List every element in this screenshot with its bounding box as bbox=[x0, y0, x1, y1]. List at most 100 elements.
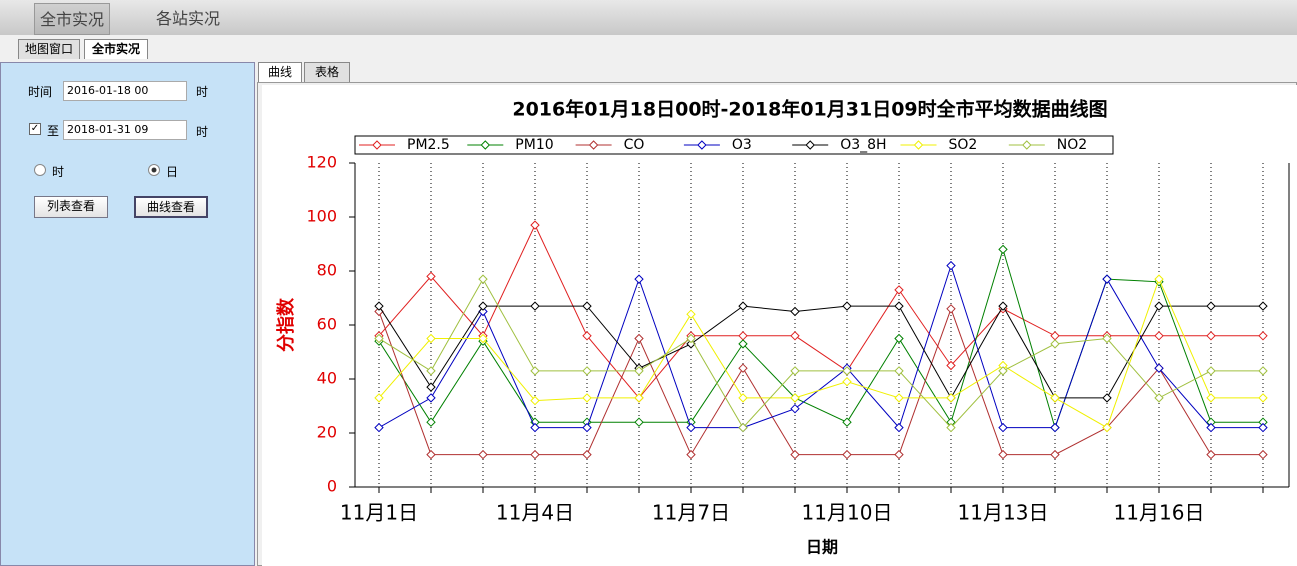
point-marker bbox=[1050, 331, 1060, 341]
x-tick-label: 11月7日 bbox=[652, 501, 730, 525]
label: 日 bbox=[166, 165, 179, 179]
series-line bbox=[378, 278, 1263, 429]
legend-label: PM10 bbox=[515, 137, 553, 153]
point-marker bbox=[530, 301, 540, 311]
point-marker bbox=[1102, 274, 1112, 284]
point-marker bbox=[1154, 301, 1164, 311]
point-marker bbox=[1258, 422, 1268, 433]
point-marker bbox=[426, 382, 436, 392]
series-line bbox=[378, 305, 1263, 399]
point-marker bbox=[738, 339, 748, 349]
series-line bbox=[378, 223, 1263, 399]
label: 时 bbox=[196, 125, 209, 139]
point-marker bbox=[894, 449, 904, 460]
point-marker bbox=[1154, 331, 1164, 341]
point-marker bbox=[1050, 393, 1060, 403]
point-marker bbox=[582, 331, 592, 341]
point-marker bbox=[426, 333, 436, 344]
point-marker bbox=[686, 333, 696, 344]
legend-marker bbox=[697, 140, 707, 150]
sub-tab[interactable]: 全市实况 bbox=[84, 39, 148, 59]
point-marker bbox=[738, 331, 748, 341]
point-marker bbox=[582, 301, 592, 311]
point-marker bbox=[842, 449, 852, 460]
chart-title: 2016年01月18日00时-2018年01月31日09时全市平均数据曲线图 bbox=[512, 98, 1107, 121]
point-marker bbox=[530, 366, 540, 376]
point-marker bbox=[426, 271, 436, 282]
point-marker bbox=[946, 304, 956, 314]
date-input[interactable]: 2016-01-18 00 bbox=[63, 81, 187, 101]
point-marker bbox=[686, 309, 696, 319]
point-marker bbox=[374, 393, 384, 403]
point-marker bbox=[1258, 393, 1268, 403]
chart: 2016年01月18日00时-2018年01月31日09时全市平均数据曲线图 日… bbox=[262, 85, 1297, 566]
point-marker bbox=[1102, 393, 1112, 403]
y-tick-label: 80 bbox=[317, 261, 337, 280]
radio[interactable] bbox=[34, 164, 46, 176]
point-marker bbox=[894, 333, 904, 344]
side-panel: 时间 2016-01-18 00 时 ✓ 至 2018-01-31 09 时 时… bbox=[0, 62, 255, 566]
main-tab[interactable]: 各站实况 bbox=[155, 9, 220, 28]
legend-marker bbox=[588, 140, 599, 150]
legend-marker bbox=[1022, 140, 1032, 150]
point-marker bbox=[1206, 393, 1216, 403]
legend-marker bbox=[805, 140, 815, 150]
point-marker bbox=[374, 301, 384, 311]
series-line bbox=[378, 263, 1263, 429]
point-marker bbox=[738, 393, 748, 403]
point-marker bbox=[530, 395, 540, 406]
point-marker bbox=[998, 449, 1008, 460]
point-marker bbox=[894, 285, 904, 295]
checkbox[interactable]: ✓ bbox=[29, 123, 41, 135]
y-tick-label: 40 bbox=[317, 369, 337, 388]
point-marker bbox=[998, 301, 1008, 311]
point-marker bbox=[738, 422, 748, 433]
chart-tab[interactable]: 曲线 bbox=[258, 62, 302, 82]
point-marker bbox=[374, 422, 384, 433]
date-input[interactable]: 2018-01-31 09 bbox=[63, 120, 187, 140]
point-marker bbox=[894, 393, 904, 403]
legend-label: NO2 bbox=[1057, 137, 1087, 153]
legend bbox=[354, 135, 1114, 155]
button[interactable]: 列表查看 bbox=[34, 196, 108, 218]
button[interactable]: 曲线查看 bbox=[134, 196, 208, 218]
legend-marker bbox=[480, 140, 491, 150]
point-marker bbox=[530, 220, 540, 230]
x-tick-label: 11月10日 bbox=[802, 501, 893, 525]
point-marker bbox=[842, 301, 852, 311]
label: 时间 bbox=[28, 85, 53, 99]
point-marker bbox=[1102, 422, 1112, 433]
y-axis-label: 分指数 bbox=[275, 297, 297, 352]
point-marker bbox=[946, 260, 956, 271]
point-marker bbox=[1154, 274, 1164, 284]
legend-marker bbox=[372, 140, 382, 150]
point-marker bbox=[1258, 449, 1268, 460]
point-marker bbox=[998, 422, 1008, 433]
point-marker bbox=[1206, 331, 1216, 341]
point-marker bbox=[530, 422, 540, 433]
point-marker bbox=[738, 301, 748, 311]
point-marker bbox=[842, 417, 852, 427]
radio[interactable] bbox=[148, 164, 160, 176]
x-tick-label: 11月16日 bbox=[1114, 501, 1205, 525]
point-marker bbox=[790, 449, 800, 460]
x-tick-label: 11月1日 bbox=[340, 501, 418, 525]
legend-marker bbox=[913, 140, 924, 150]
sub-tab[interactable]: 地图窗口 bbox=[18, 39, 80, 59]
y-tick-label: 120 bbox=[306, 153, 337, 172]
point-marker bbox=[582, 366, 592, 376]
point-marker bbox=[738, 363, 748, 373]
chart-tab[interactable]: 表格 bbox=[304, 62, 350, 82]
main-tab[interactable]: 全市实况 bbox=[34, 3, 110, 35]
point-marker bbox=[426, 449, 436, 460]
point-marker bbox=[478, 333, 488, 344]
point-marker bbox=[686, 449, 696, 460]
point-marker bbox=[1050, 422, 1060, 433]
point-marker bbox=[478, 301, 488, 311]
point-marker bbox=[1258, 301, 1268, 311]
top-bar bbox=[0, 0, 1297, 35]
point-marker bbox=[842, 376, 852, 387]
point-marker bbox=[478, 449, 488, 460]
point-marker bbox=[374, 333, 384, 344]
